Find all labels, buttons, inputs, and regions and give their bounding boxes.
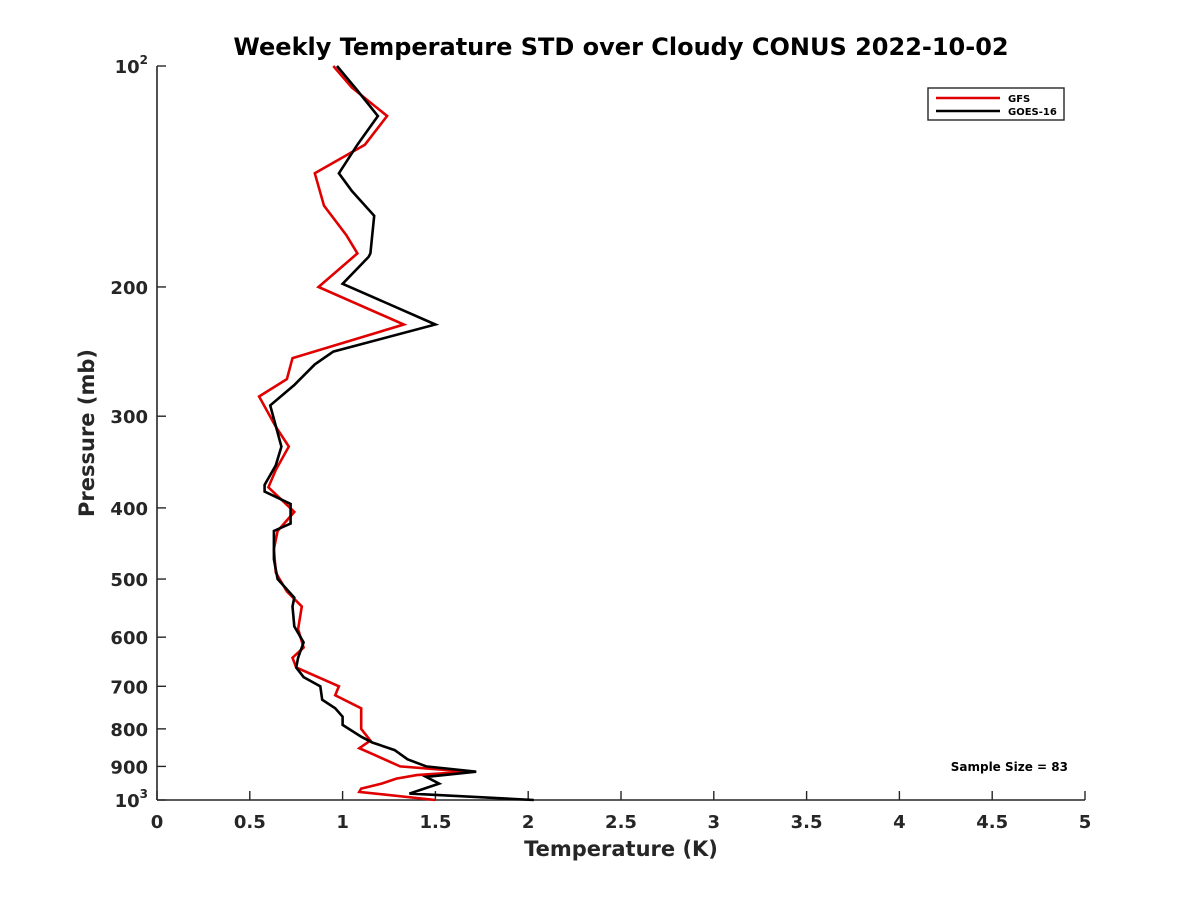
x-axis-label: Temperature (K)	[524, 837, 718, 861]
x-tick-label: 1.5	[419, 812, 451, 833]
x-tick-label: 2.5	[605, 812, 637, 833]
series-goes-16	[263, 65, 534, 802]
y-tick-label: 200	[110, 278, 148, 299]
series-gfs	[257, 65, 468, 802]
y-tick-label: 400	[110, 499, 148, 520]
series-line-gfs	[257, 65, 468, 802]
y-axis-ticks: 102 200 300 400 500 600 700 800 900 103	[110, 53, 166, 812]
y-tick-label: 102	[115, 53, 148, 78]
series-layer	[257, 65, 534, 802]
chart-title: Weekly Temperature STD over Cloudy CONUS…	[233, 33, 1008, 61]
x-tick-label: 3	[708, 812, 721, 833]
x-tick-label: 0	[151, 812, 164, 833]
y-tick-label: 600	[110, 628, 148, 649]
y-tick-label: 700	[110, 677, 148, 698]
x-tick-label: 1	[336, 812, 349, 833]
plot-area	[156, 66, 1085, 801]
y-tick-label: 103	[115, 787, 148, 812]
x-axis-ticks: 0 0.5 1 1.5 2 2.5 3 3.5 4 4.5 5	[151, 791, 1092, 833]
y-axis-label: Pressure (mb)	[75, 349, 99, 517]
series-line-goes-16	[263, 65, 534, 802]
y-tick-label: 900	[110, 757, 148, 778]
legend: GFS GOES-16	[927, 87, 1065, 121]
legend-label-goes-16: GOES-16	[1008, 107, 1057, 118]
legend-box	[927, 87, 1065, 121]
sample-size-annotation: Sample Size = 83	[951, 760, 1068, 774]
x-tick-label: 4.5	[976, 812, 1008, 833]
y-tick-label: 800	[110, 720, 148, 741]
x-tick-label: 3.5	[791, 812, 823, 833]
y-tick-label: 500	[110, 570, 148, 591]
x-tick-label: 2	[522, 812, 535, 833]
x-tick-label: 5	[1079, 812, 1092, 833]
legend-label-gfs: GFS	[1008, 94, 1030, 105]
x-tick-label: 4	[893, 812, 906, 833]
x-tick-label: 0.5	[234, 812, 266, 833]
y-tick-label: 300	[110, 407, 148, 428]
